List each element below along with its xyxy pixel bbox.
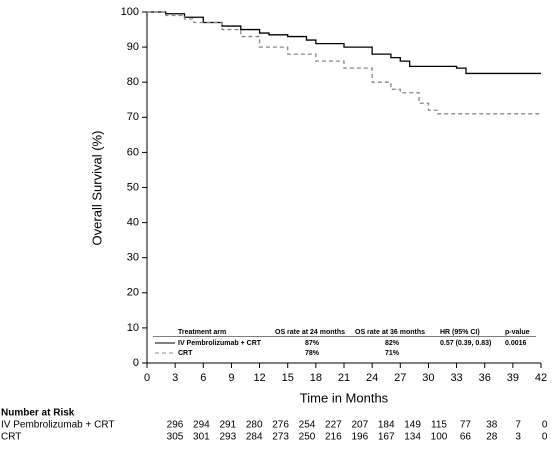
x-axis-label: Time in Months xyxy=(300,390,389,405)
y-tick-label: 0 xyxy=(133,357,139,369)
risk-count: 66 xyxy=(460,432,472,443)
risk-count: 294 xyxy=(193,420,210,431)
risk-count: 216 xyxy=(325,432,342,443)
legend-header: p-value xyxy=(505,329,530,336)
y-tick-label: 50 xyxy=(127,181,139,193)
x-tick-label: 24 xyxy=(366,372,378,384)
survival-curve xyxy=(147,11,541,75)
legend-cell: 82% xyxy=(385,340,400,347)
y-axis-label: Overall Survival (%) xyxy=(89,131,104,246)
risk-count: 254 xyxy=(299,420,316,431)
risk-count: 167 xyxy=(378,432,395,443)
legend-header: OS rate at 24 months xyxy=(275,329,345,336)
risk-count: 115 xyxy=(431,420,447,431)
x-tick-label: 9 xyxy=(228,372,234,384)
risk-count: 273 xyxy=(272,432,289,443)
legend-label: CRT xyxy=(178,350,193,357)
risk-count: 38 xyxy=(486,420,498,431)
x-tick-label: 15 xyxy=(282,372,294,384)
risk-count: 149 xyxy=(404,420,421,431)
x-tick-label: 6 xyxy=(200,372,206,384)
y-tick-label: 100 xyxy=(121,6,139,18)
risk-count: 280 xyxy=(246,420,263,431)
legend-header: HR (95% CI) xyxy=(440,329,480,336)
legend-box xyxy=(153,325,538,359)
risk-title: Number at Risk xyxy=(1,408,75,419)
risk-count: 250 xyxy=(299,432,316,443)
risk-count: 134 xyxy=(404,432,421,443)
survival-curve xyxy=(147,11,541,115)
risk-count: 196 xyxy=(351,432,368,443)
x-tick-label: 30 xyxy=(422,372,434,384)
risk-count: 7 xyxy=(515,420,521,431)
y-tick-label: 30 xyxy=(127,252,139,264)
x-tick-label: 18 xyxy=(310,372,322,384)
risk-count: 3 xyxy=(515,432,521,443)
risk-count: 227 xyxy=(325,420,342,431)
x-tick-label: 39 xyxy=(507,372,519,384)
legend-cell: 0.0016 xyxy=(505,340,527,347)
legend-cell: 87% xyxy=(305,340,320,347)
x-tick-label: 21 xyxy=(338,372,350,384)
risk-count: 77 xyxy=(460,420,472,431)
x-tick-label: 12 xyxy=(253,372,265,384)
risk-count: 0 xyxy=(542,432,548,443)
risk-count: 301 xyxy=(193,432,210,443)
risk-count: 305 xyxy=(167,432,184,443)
legend-cell: 0.57 (0.39, 0.83) xyxy=(440,340,491,347)
y-tick-label: 80 xyxy=(127,76,139,88)
risk-count: 284 xyxy=(246,432,263,443)
risk-count: 293 xyxy=(219,432,236,443)
x-tick-label: 33 xyxy=(450,372,462,384)
risk-label: CRT xyxy=(1,432,21,443)
x-tick-label: 36 xyxy=(479,372,491,384)
legend-label: IV Pembrolizumab + CRT xyxy=(178,340,262,347)
y-tick-label: 10 xyxy=(127,322,139,334)
risk-count: 291 xyxy=(219,420,236,431)
x-tick-label: 3 xyxy=(172,372,178,384)
y-tick-label: 60 xyxy=(127,146,139,158)
risk-label: IV Pembrolizumab + CRT xyxy=(1,420,114,431)
legend-header: OS rate at 36 months xyxy=(355,329,425,336)
legend-cell: 71% xyxy=(385,350,400,357)
x-tick-label: 0 xyxy=(144,372,150,384)
risk-count: 184 xyxy=(378,420,395,431)
risk-count: 207 xyxy=(351,420,368,431)
x-tick-label: 27 xyxy=(394,372,406,384)
risk-count: 100 xyxy=(431,432,448,443)
legend-header: Treatment arm xyxy=(178,329,226,336)
risk-count: 0 xyxy=(542,420,548,431)
risk-count: 296 xyxy=(167,420,184,431)
y-tick-label: 70 xyxy=(127,111,139,123)
legend-cell: 78% xyxy=(305,350,320,357)
risk-count: 28 xyxy=(486,432,498,443)
y-tick-label: 20 xyxy=(127,287,139,299)
y-tick-label: 40 xyxy=(127,217,139,229)
x-tick-label: 42 xyxy=(535,372,547,384)
risk-count: 276 xyxy=(272,420,289,431)
y-tick-label: 90 xyxy=(127,41,139,53)
